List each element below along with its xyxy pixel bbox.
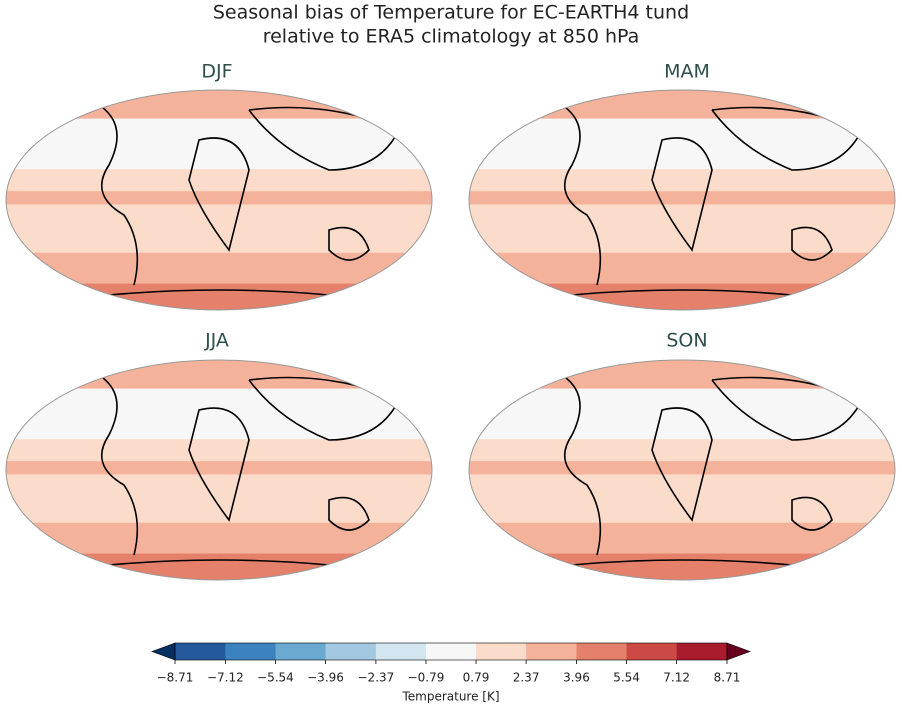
map-panel [469, 360, 895, 580]
map-panel [6, 360, 432, 580]
colorbar-segment [576, 643, 627, 660]
temperature-band [6, 169, 432, 192]
temperature-band [6, 461, 432, 475]
colorbar-segment [526, 643, 577, 660]
coastline [561, 374, 864, 566]
temperature-band [469, 553, 895, 580]
temperature-band [469, 360, 895, 390]
coastline [98, 374, 401, 566]
colorbar-tick-label: −2.37 [358, 671, 395, 685]
colorbar-tick-label: 8.71 [714, 671, 741, 685]
temperature-band [6, 522, 432, 555]
temperature-band [6, 204, 432, 254]
colorbar-frame [174, 642, 728, 661]
temperature-band [469, 461, 895, 475]
temperature-band [6, 474, 432, 524]
temperature-band [6, 360, 432, 390]
temperature-band [6, 118, 432, 170]
colorbar-segment [425, 643, 477, 660]
colorbar-tick-label: 0.79 [463, 671, 490, 685]
colorbar-tick-label: −7.12 [207, 671, 244, 685]
temperature-band [469, 439, 895, 462]
colorbar-segment [375, 643, 427, 660]
colorbar-tick-label: 5.54 [613, 671, 640, 685]
temperature-band [6, 90, 432, 120]
map-panel [469, 90, 895, 310]
colorbar-tick-label: −5.54 [257, 671, 294, 685]
temperature-band [469, 283, 895, 310]
temperature-band [6, 553, 432, 580]
temperature-band [6, 252, 432, 285]
temperature-band [6, 191, 432, 205]
temperature-band [469, 388, 895, 440]
temperature-band [469, 90, 895, 120]
colorbar-segment [275, 643, 326, 660]
map-border [468, 89, 896, 311]
panel-label: SON [666, 330, 707, 352]
colorbar-segment [225, 643, 276, 660]
temperature-band [469, 474, 895, 524]
title-line: Seasonal bias of Temperature for EC-EART… [213, 2, 689, 24]
colorbar-tick-label: −0.79 [408, 671, 445, 685]
map-border [468, 359, 896, 581]
panel-label: JJA [204, 330, 229, 352]
temperature-band [469, 204, 895, 254]
title-line: relative to ERA5 climatology at 850 hPa [263, 26, 640, 48]
colorbar-segment [676, 643, 728, 660]
temperature-band [6, 388, 432, 440]
panel-label: MAM [664, 61, 710, 83]
temperature-band [469, 522, 895, 555]
colorbar-segment [476, 643, 527, 660]
map-border [5, 359, 433, 581]
colorbar-tick-label: 3.96 [563, 671, 590, 685]
colorbar-tick-label: −3.96 [307, 671, 344, 685]
temperature-band [469, 118, 895, 170]
colorbar-label: Temperature [K] [401, 690, 499, 704]
colorbar-segment [175, 643, 226, 660]
temperature-band [6, 283, 432, 310]
map-panel [6, 90, 432, 310]
colorbar-tick-label: 7.12 [663, 671, 690, 685]
map-border [5, 89, 433, 311]
coastline [561, 104, 864, 296]
temperature-band [469, 252, 895, 285]
temperature-band [469, 169, 895, 192]
panel-label: DJF [201, 61, 232, 83]
colorbar-extend [151, 642, 176, 661]
temperature-band [469, 191, 895, 205]
temperature-band [6, 439, 432, 462]
colorbar-extend [726, 642, 751, 661]
colorbar-tick-label: −8.71 [157, 671, 194, 685]
colorbar-tick-label: 2.37 [513, 671, 540, 685]
colorbar-segment [626, 643, 677, 660]
coastline [98, 104, 401, 296]
colorbar-segment [325, 643, 377, 660]
